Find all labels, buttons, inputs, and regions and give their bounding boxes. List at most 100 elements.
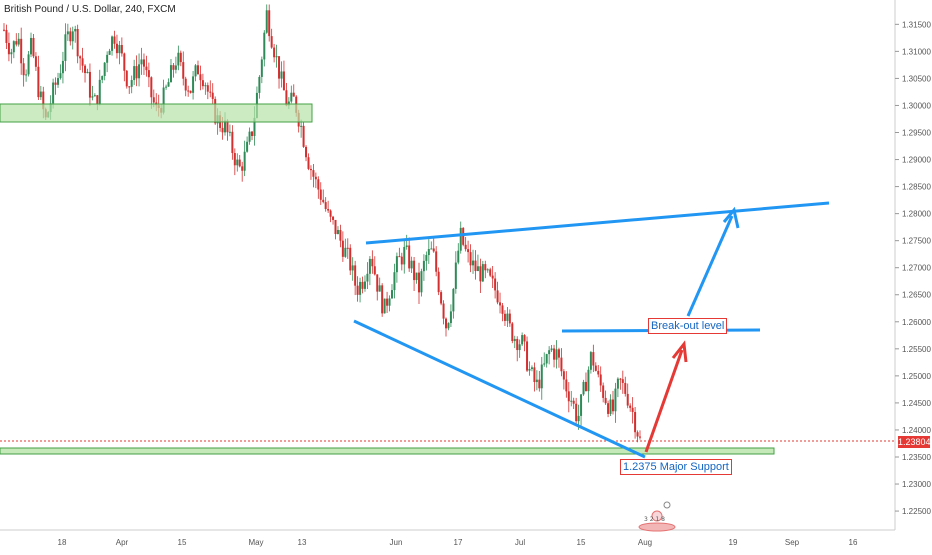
candle-body — [167, 82, 170, 87]
candle-body — [425, 255, 428, 261]
candle-body — [307, 157, 310, 169]
candle-body — [486, 269, 489, 271]
candle-body — [336, 229, 339, 235]
candle-body — [206, 85, 209, 92]
candle-body — [422, 260, 425, 272]
candle-body — [440, 292, 443, 304]
candle-body — [361, 281, 364, 289]
price-tick-label: 1.29500 — [902, 129, 931, 138]
candle-body — [106, 54, 109, 63]
candle-body — [479, 266, 482, 282]
candle-body — [390, 290, 393, 299]
candle-body — [567, 391, 570, 402]
candle-body — [533, 367, 536, 383]
candle-body — [575, 403, 578, 422]
candle-body — [624, 382, 627, 394]
lower-trendline[interactable] — [353, 319, 646, 459]
candle-body — [115, 43, 118, 54]
candle-body — [602, 385, 605, 398]
candle-body — [66, 31, 69, 35]
time-tick-label: Jul — [515, 538, 525, 547]
candle-body — [187, 90, 190, 92]
candle-body — [319, 189, 322, 200]
candle-body — [604, 397, 607, 404]
candle-body — [363, 281, 366, 289]
candle-body — [373, 266, 376, 275]
candle-body — [88, 71, 91, 98]
candle-body — [128, 86, 131, 88]
candle-body — [196, 65, 199, 75]
candle-body — [511, 323, 514, 342]
candle-body — [233, 153, 236, 166]
projection-arrow[interactable] — [686, 215, 734, 317]
candle-body — [381, 285, 384, 314]
upper-trendline[interactable] — [365, 201, 830, 245]
candle-body — [550, 348, 553, 351]
candle-body — [125, 70, 128, 87]
candle-body — [145, 66, 148, 71]
candle-body — [30, 37, 33, 55]
candle-body — [25, 74, 28, 76]
candle-body — [327, 209, 330, 211]
candle-body — [182, 62, 185, 79]
candle-body — [570, 400, 573, 402]
candle-body — [506, 313, 509, 321]
candle-body — [359, 281, 362, 295]
candle-body — [317, 179, 320, 190]
candle-body — [545, 354, 548, 364]
candle-body — [192, 76, 195, 93]
price-tick-label: 1.29000 — [902, 156, 931, 165]
candle-body — [597, 370, 600, 375]
price-tick-label: 1.23500 — [902, 453, 931, 462]
time-tick-label: 16 — [849, 538, 858, 547]
candle-body — [388, 298, 391, 306]
candle-body — [152, 97, 155, 103]
candle-body — [101, 76, 104, 80]
bounce-arrow[interactable] — [644, 349, 684, 453]
candle-body — [98, 79, 101, 104]
candle-body — [42, 91, 45, 110]
candle-body — [349, 247, 352, 271]
candle-body — [413, 260, 416, 281]
candle-body — [120, 45, 123, 54]
candle-body — [329, 210, 332, 217]
candle-body — [17, 38, 20, 45]
candle-body — [442, 303, 445, 319]
candle-body — [69, 31, 72, 42]
candle-body — [462, 227, 465, 245]
candle-body — [224, 120, 227, 133]
time-tick-label: 15 — [577, 538, 586, 547]
candle-body — [452, 288, 455, 312]
candle-body — [79, 56, 82, 59]
candle-body — [37, 66, 40, 98]
candle-body — [20, 38, 23, 64]
candle-body — [408, 245, 411, 269]
candle-body — [449, 311, 452, 324]
candle-body — [61, 60, 64, 74]
candle-body — [346, 247, 349, 249]
candle-body — [609, 399, 612, 414]
time-axis-labels: 18 Apr 15 May 13 Jun 17 Jul 15 Aug 19 Sep 16 — [58, 538, 858, 547]
candle-body — [393, 272, 396, 291]
candle-body — [629, 405, 632, 408]
time-tick-label: 15 — [178, 538, 187, 547]
candle-body — [494, 278, 497, 291]
time-tick-label: Apr — [116, 538, 129, 547]
candle-body — [275, 56, 278, 58]
candle-body — [553, 348, 556, 360]
candle-body — [415, 272, 418, 281]
time-tick-label: Aug — [638, 538, 652, 547]
candle-body — [501, 305, 504, 314]
candle-body — [582, 381, 585, 395]
candle-body — [481, 264, 484, 282]
candle-body — [405, 245, 408, 247]
candle-body — [474, 260, 477, 272]
candle-body — [521, 335, 524, 345]
candle-body — [258, 76, 261, 93]
candle-body — [491, 275, 494, 279]
candle-body — [133, 66, 136, 81]
candle-body — [538, 379, 541, 389]
candle-body — [580, 394, 583, 416]
